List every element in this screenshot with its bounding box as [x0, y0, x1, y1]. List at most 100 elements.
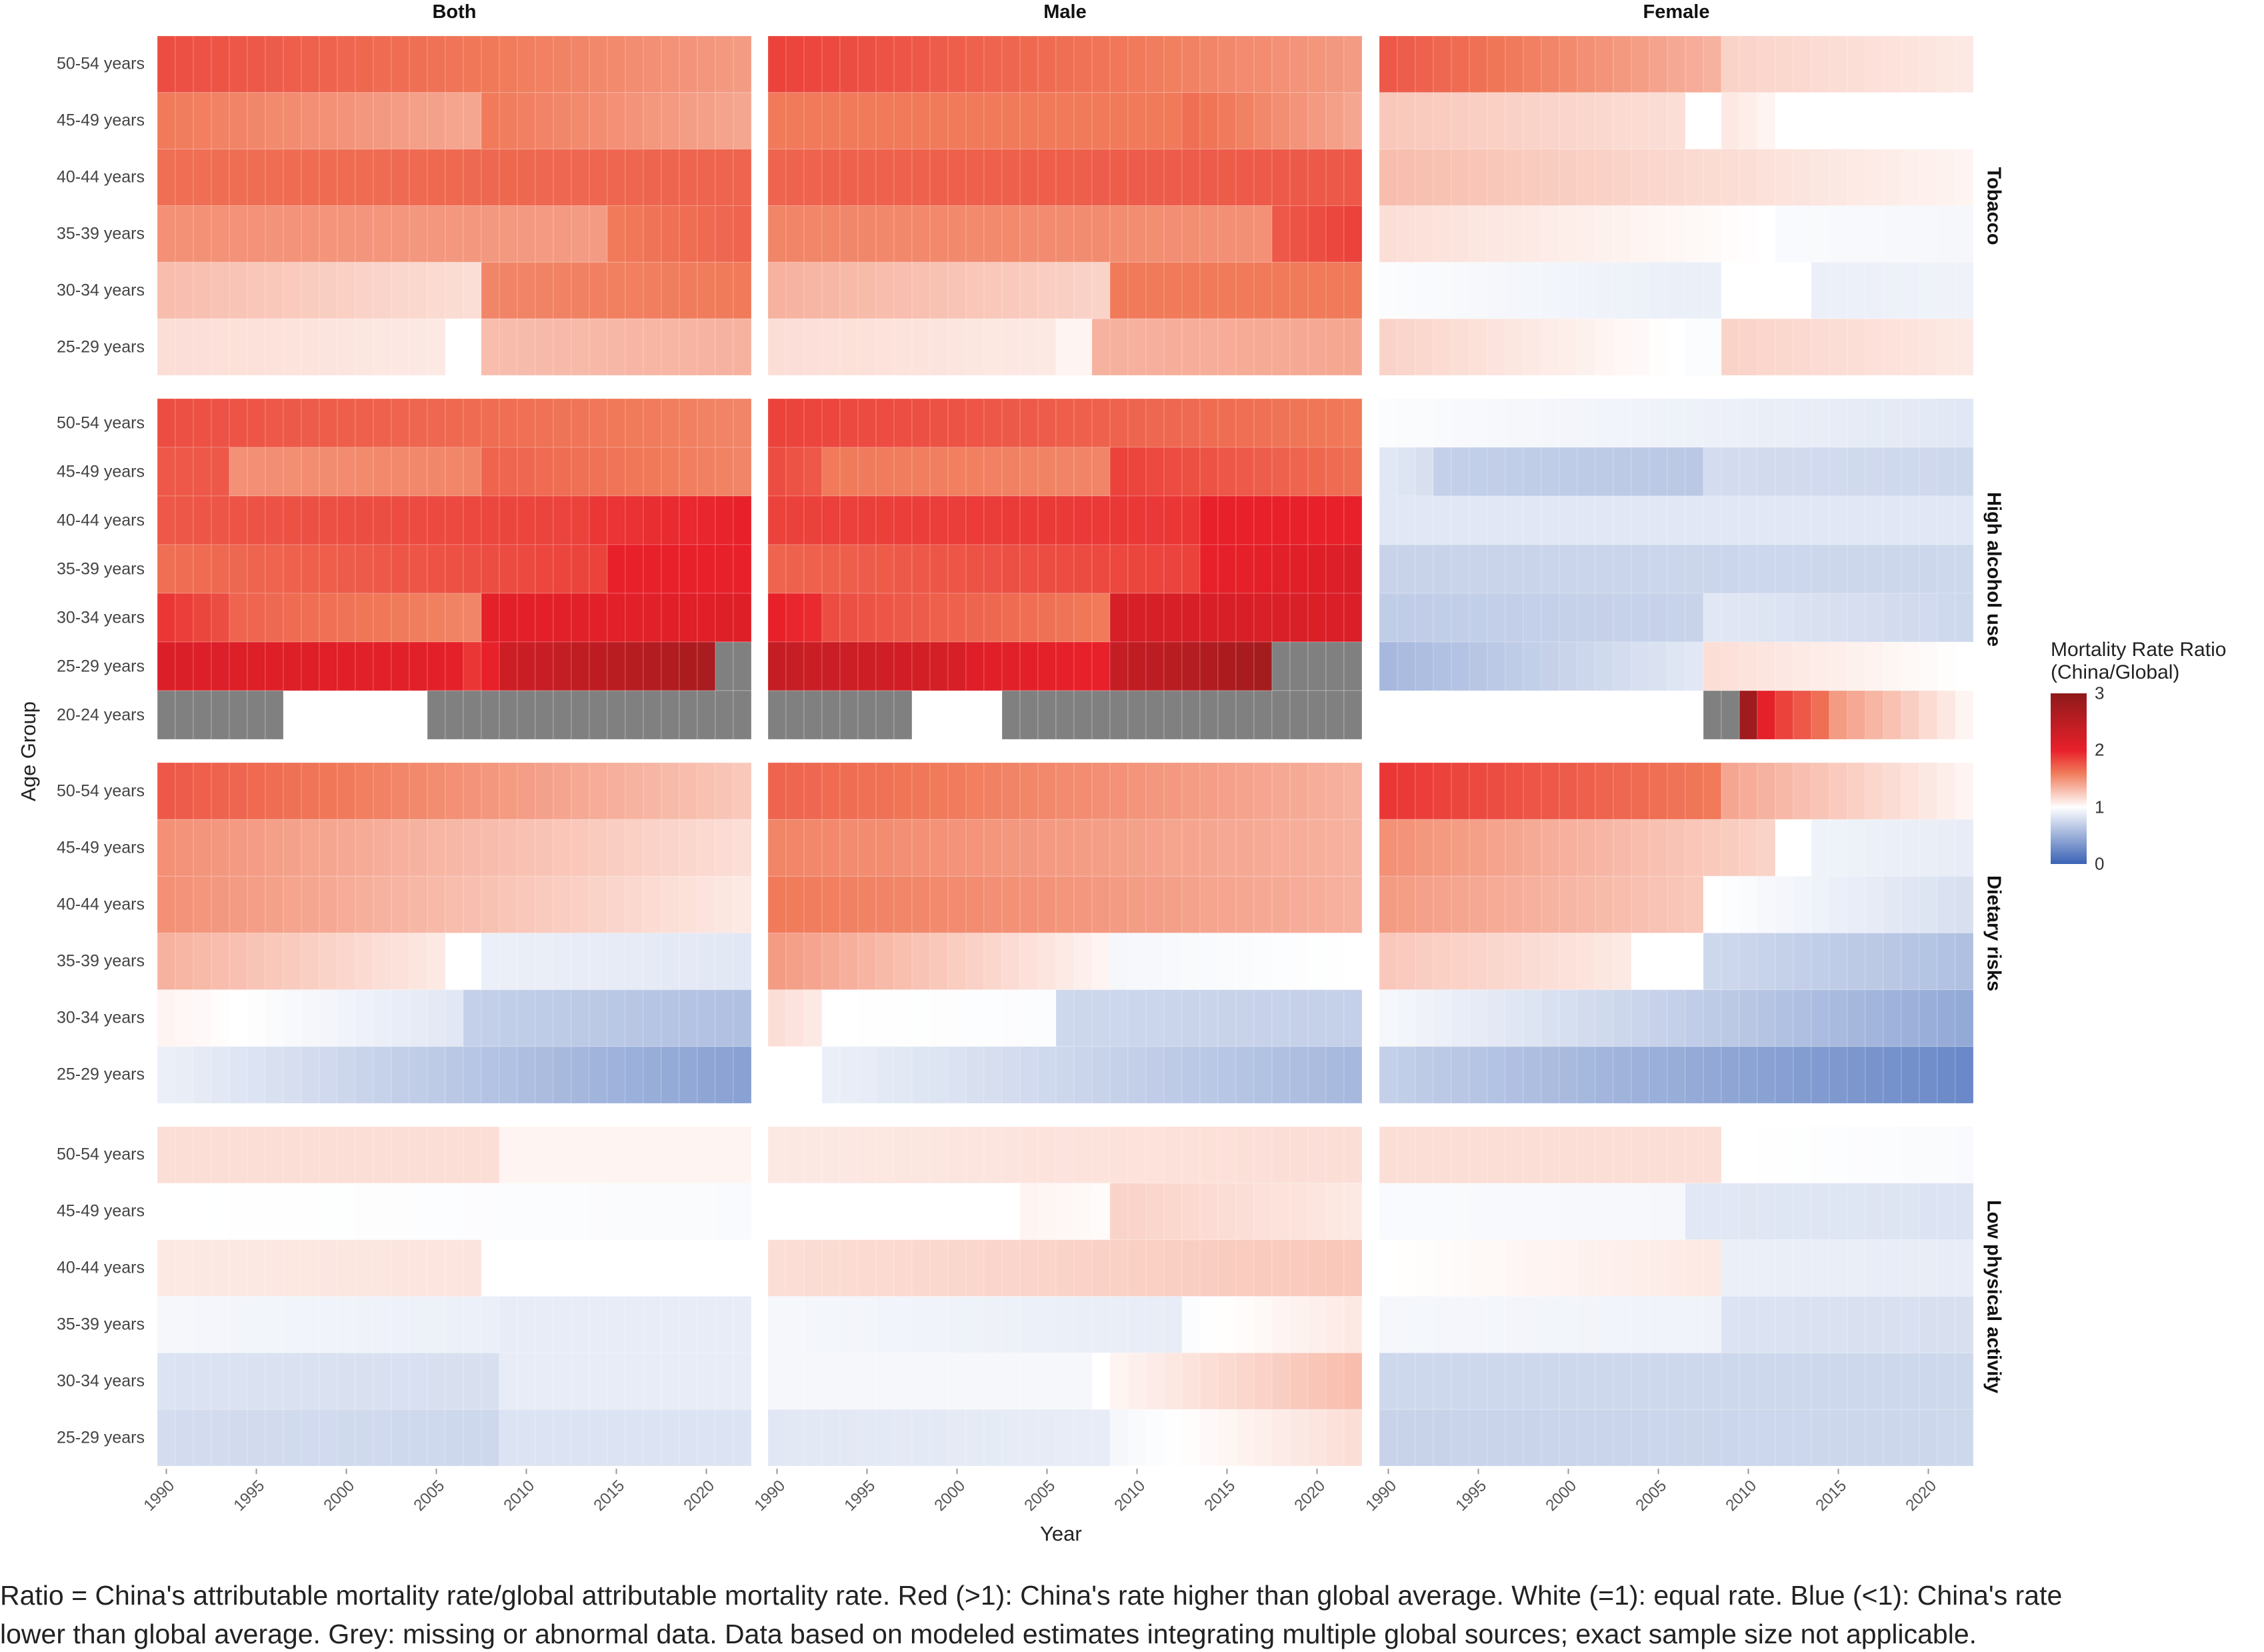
- heatmap-cell: [1307, 205, 1327, 263]
- heatmap-cell: [1307, 495, 1327, 545]
- heatmap-cell: [1937, 205, 1956, 263]
- heatmap-cell: [1703, 819, 1722, 877]
- heatmap-cell: [1127, 205, 1147, 263]
- heatmap-cell: [1955, 92, 1974, 150]
- heatmap-cell: [1685, 762, 1704, 820]
- heatmap-cell: [1163, 1352, 1183, 1410]
- heatmap-cell: [1559, 398, 1578, 448]
- heatmap-cell: [1595, 318, 1614, 376]
- heatmap-cell: [1937, 762, 1956, 820]
- heatmap-cell: [1613, 593, 1632, 643]
- heatmap-cell: [1019, 544, 1039, 594]
- heatmap-cell: [875, 495, 895, 545]
- heatmap-cell: [947, 1126, 967, 1184]
- heatmap-cell: [893, 261, 913, 319]
- heatmap-cell: [1289, 989, 1309, 1047]
- heatmap-cell: [1307, 989, 1327, 1047]
- heatmap-cell: [803, 875, 823, 933]
- heatmap-cell: [157, 1239, 176, 1297]
- heatmap-cell: [947, 205, 967, 263]
- heatmap-cell: [1235, 762, 1255, 820]
- heatmap-cell: [1613, 933, 1632, 991]
- heatmap-cell: [445, 318, 464, 376]
- heatmap-cell: [445, 875, 464, 933]
- heatmap-cell: [1757, 1046, 1776, 1104]
- heatmap-cell: [911, 1239, 931, 1297]
- heatmap-cell: [1217, 933, 1237, 991]
- heatmap-cell: [1307, 318, 1327, 376]
- heatmap-cell: [643, 875, 662, 933]
- heatmap-cell: [1325, 933, 1345, 991]
- heatmap-cell: [1091, 819, 1111, 877]
- heatmap-cell: [947, 1046, 967, 1104]
- heatmap-cell: [767, 1352, 787, 1410]
- heatmap-cell: [929, 318, 949, 376]
- heatmap-cell: [1289, 35, 1309, 93]
- heatmap-cell: [517, 149, 536, 206]
- heatmap-cell: [1595, 1296, 1614, 1353]
- heatmap-cell: [767, 35, 787, 93]
- heatmap-cell: [1109, 447, 1129, 497]
- heatmap-cell: [1379, 762, 1398, 820]
- heatmap-cell: [983, 762, 1003, 820]
- heatmap-cell: [1163, 989, 1183, 1047]
- heatmap-cell: [1127, 398, 1147, 448]
- heatmap-cell: [1811, 398, 1830, 448]
- heatmap-cell: [229, 398, 248, 448]
- heatmap-cell: [929, 641, 949, 691]
- facet-label: High alcohol use: [1983, 491, 2005, 647]
- heatmap-cell: [211, 261, 230, 319]
- heatmap-cell: [875, 933, 895, 991]
- heatmap-cell: [1883, 261, 1902, 319]
- heatmap-cell: [1145, 398, 1165, 448]
- heatmap-cell: [1883, 35, 1902, 93]
- heatmap-cell: [553, 762, 572, 820]
- heatmap-cell: [463, 641, 482, 691]
- heatmap-cell: [893, 593, 913, 643]
- heatmap-cell: [1703, 92, 1722, 150]
- heatmap-cell: [283, 762, 302, 820]
- heatmap-cell: [1091, 318, 1111, 376]
- heatmap-cell: [607, 593, 626, 643]
- heatmap-cell: [875, 149, 895, 206]
- heatmap-cell: [679, 205, 698, 263]
- heatmap-cell: [983, 544, 1003, 594]
- heatmap-cell: [1685, 398, 1704, 448]
- heatmap-cell: [661, 1296, 680, 1353]
- heatmap-cell: [947, 1239, 967, 1297]
- heatmap-cell: [1757, 495, 1776, 545]
- heatmap-cell: [1073, 1409, 1093, 1467]
- heatmap-cell: [785, 205, 805, 263]
- heatmap-cell: [193, 989, 212, 1047]
- heatmap-cell: [857, 1239, 877, 1297]
- heatmap-cell: [1343, 1409, 1363, 1467]
- heatmap-cell: [661, 1409, 680, 1467]
- heatmap-cell: [1145, 1183, 1165, 1241]
- heatmap-cell: [1379, 1183, 1398, 1241]
- heatmap-cell: [319, 1183, 338, 1241]
- heatmap-cell: [1271, 819, 1291, 877]
- heatmap-cell: [1757, 1183, 1776, 1241]
- heatmap-cell: [983, 318, 1003, 376]
- heatmap-cell: [1433, 544, 1452, 594]
- heatmap-cell: [1865, 1352, 1884, 1410]
- heatmap-cell: [1937, 398, 1956, 448]
- heatmap-cell: [1685, 149, 1704, 206]
- heatmap-cell-missing: [481, 690, 500, 740]
- heatmap-cell: [947, 35, 967, 93]
- heatmap-cell: [409, 318, 428, 376]
- heatmap-cell: [1199, 544, 1219, 594]
- heatmap-cell: [1289, 398, 1309, 448]
- heatmap-cell: [409, 875, 428, 933]
- heatmap-cell: [679, 1352, 698, 1410]
- heatmap-cell: [1145, 447, 1165, 497]
- heatmap-cell: [301, 149, 320, 206]
- heatmap-cell: [643, 1296, 662, 1353]
- heatmap-cell: [571, 1239, 590, 1297]
- heatmap-cell-missing: [1091, 690, 1111, 740]
- heatmap-cell: [1199, 318, 1219, 376]
- heatmap-cell: [499, 149, 518, 206]
- heatmap-cell: [733, 544, 752, 594]
- heatmap-cell: [1487, 1352, 1506, 1410]
- heatmap-cell: [1739, 762, 1758, 820]
